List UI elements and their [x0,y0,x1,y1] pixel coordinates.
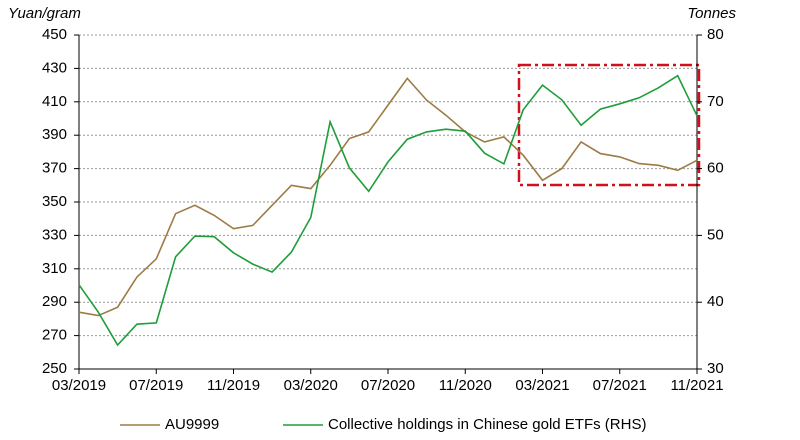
legend-label: Collective holdings in Chinese gold ETFs… [328,416,646,433]
legend-label: AU9999 [165,416,219,433]
y2-tick-label: 50 [707,226,724,243]
y-tick-label: 390 [42,126,67,143]
x-tick-label: 07/2020 [361,377,415,394]
y-axis-title: Yuan/gram [8,5,81,22]
x-tick-label: 11/2020 [439,377,492,394]
x-tick-label: 11/2021 [670,377,723,394]
x-tick-label: 03/2019 [52,377,106,394]
x-tick-label: 11/2019 [207,377,260,394]
series-line [78,74,698,347]
y-tick-label: 290 [42,293,67,310]
y2-tick-label: 40 [707,293,724,310]
x-tick-label: 03/2020 [284,377,338,394]
y-tick-label: 430 [42,59,67,76]
series-line [78,77,698,317]
y-tick-label: 370 [42,160,67,177]
y-tick-label: 250 [42,360,67,377]
y-tick-label: 450 [42,26,67,43]
y2-tick-label: 60 [707,160,724,177]
y2-tick-label: 70 [707,93,724,110]
y2-axis-title: Tonnes [687,5,736,22]
x-tick-label: 03/2021 [515,377,569,394]
y-tick-label: 350 [42,193,67,210]
y-tick-label: 410 [42,93,67,110]
y-tick-label: 330 [42,226,67,243]
highlight-box [517,63,701,187]
y2-tick-label: 30 [707,360,724,377]
x-tick-label: 07/2019 [129,377,183,394]
y2-tick-label: 80 [707,26,724,43]
y-tick-label: 270 [42,327,67,344]
x-tick-label: 07/2021 [593,377,647,394]
y-tick-label: 310 [42,260,67,277]
